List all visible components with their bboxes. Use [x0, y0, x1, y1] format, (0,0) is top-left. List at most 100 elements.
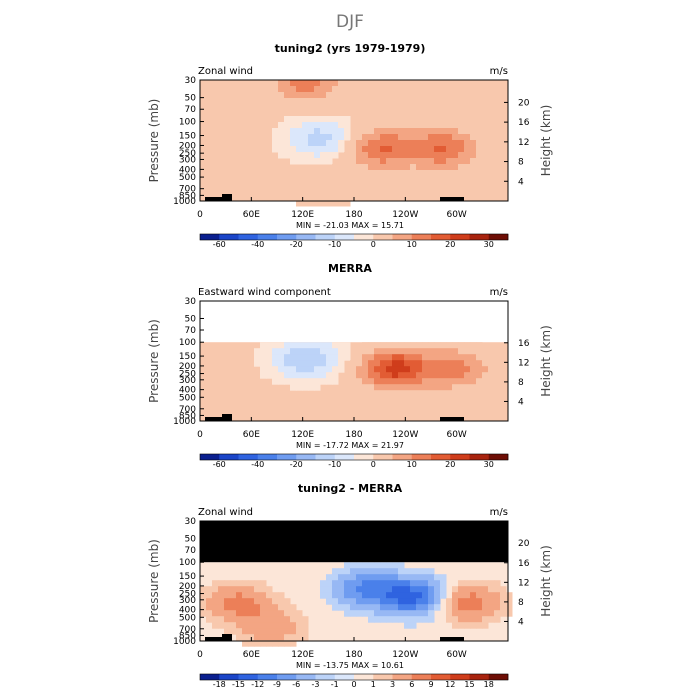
field-cell [350, 592, 357, 599]
field-cell [308, 200, 315, 207]
field-cell [242, 604, 249, 611]
pressure-tick-label: 700 [179, 405, 196, 415]
field-cell [386, 586, 393, 593]
field-cell [380, 384, 387, 391]
field-cell [410, 568, 417, 575]
field-cell [380, 342, 387, 349]
topography-1 [222, 634, 232, 641]
field-cell [464, 354, 471, 361]
field-cell [386, 384, 393, 391]
x-tick-label: 120E [291, 650, 314, 660]
field-cell [452, 604, 459, 611]
field-cell [386, 122, 393, 129]
field-cell [266, 86, 273, 93]
x-tick-label: 60E [243, 210, 260, 220]
field-cell [398, 390, 405, 397]
field-cell [344, 86, 351, 93]
field-cell [260, 92, 267, 99]
field-cell [440, 586, 447, 593]
field-cell [332, 134, 339, 141]
field-cell [470, 122, 477, 129]
field-cell [398, 158, 405, 165]
field-cell [410, 372, 417, 379]
field-cell [362, 384, 369, 391]
field-cell [476, 616, 483, 623]
field-cell [308, 140, 315, 147]
field-cell [482, 604, 489, 611]
field-cell [452, 152, 459, 159]
field-cell [434, 164, 441, 171]
field-cell [308, 104, 315, 111]
field-cell [416, 152, 423, 159]
field-cell [434, 360, 441, 367]
field-cell [494, 616, 501, 623]
field-cell [488, 140, 495, 147]
field-cell [374, 152, 381, 159]
field-cell [368, 342, 375, 349]
field-cell [260, 598, 267, 605]
panel-units-label: m/s [490, 507, 508, 518]
field-cell [308, 360, 315, 367]
field-cell [248, 586, 255, 593]
field-cell [290, 378, 297, 385]
colorbar: -60 -40 -20 -10 0 10 20 30 [199, 453, 509, 469]
field-cell [350, 568, 357, 575]
colorbar-swatch [373, 234, 393, 240]
field-cell [284, 360, 291, 367]
field-cell [344, 122, 351, 129]
field-cell [392, 592, 399, 599]
field-cell [320, 152, 327, 159]
field-cell [470, 372, 477, 379]
field-cell [296, 116, 303, 123]
field-cell [296, 378, 303, 385]
pressure-tick-label: 400 [179, 386, 196, 396]
field-cell [332, 592, 339, 599]
field-cell [416, 128, 423, 135]
field-cell [332, 176, 339, 183]
field-cell [488, 152, 495, 159]
field-cell [314, 384, 321, 391]
field-cell [482, 384, 489, 391]
field-cell [326, 176, 333, 183]
height-tick-label: 20 [518, 539, 530, 549]
field-cell [404, 622, 411, 629]
field-cell [380, 348, 387, 355]
field-cell [296, 194, 303, 201]
field-cell [392, 146, 399, 153]
colorbar-swatch [469, 234, 490, 240]
field-cell [434, 574, 441, 581]
field-cell [344, 568, 351, 575]
field-cell [476, 146, 483, 153]
field-cell [260, 360, 267, 367]
field-cell [326, 140, 333, 147]
field-cell [320, 182, 327, 189]
field-cell [446, 604, 453, 611]
field-cell [266, 366, 273, 373]
field-cell [326, 80, 333, 87]
colorbar-label: 0 [371, 460, 376, 469]
field-cell [482, 616, 489, 623]
field-cell [332, 574, 339, 581]
colorbar-label: 9 [428, 680, 433, 689]
field-cell [428, 360, 435, 367]
field-cell [224, 604, 231, 611]
field-cell [374, 586, 381, 593]
height-tick-label: 8 [518, 378, 524, 388]
field-cell [302, 182, 309, 189]
colorbar-swatch [277, 674, 297, 680]
field-cell [458, 134, 465, 141]
field-cell [428, 390, 435, 397]
field-cell [350, 80, 357, 87]
field-cell [374, 348, 381, 355]
field-cell [278, 134, 285, 141]
field-cell [266, 628, 273, 635]
field-cell [392, 170, 399, 177]
field-cell [494, 354, 501, 361]
field-cell [440, 378, 447, 385]
field-cell [272, 92, 279, 99]
field-cell [350, 360, 357, 367]
field-cell [302, 92, 309, 99]
field-cell [440, 158, 447, 165]
field-cell [416, 164, 423, 171]
field-cell [350, 182, 357, 189]
